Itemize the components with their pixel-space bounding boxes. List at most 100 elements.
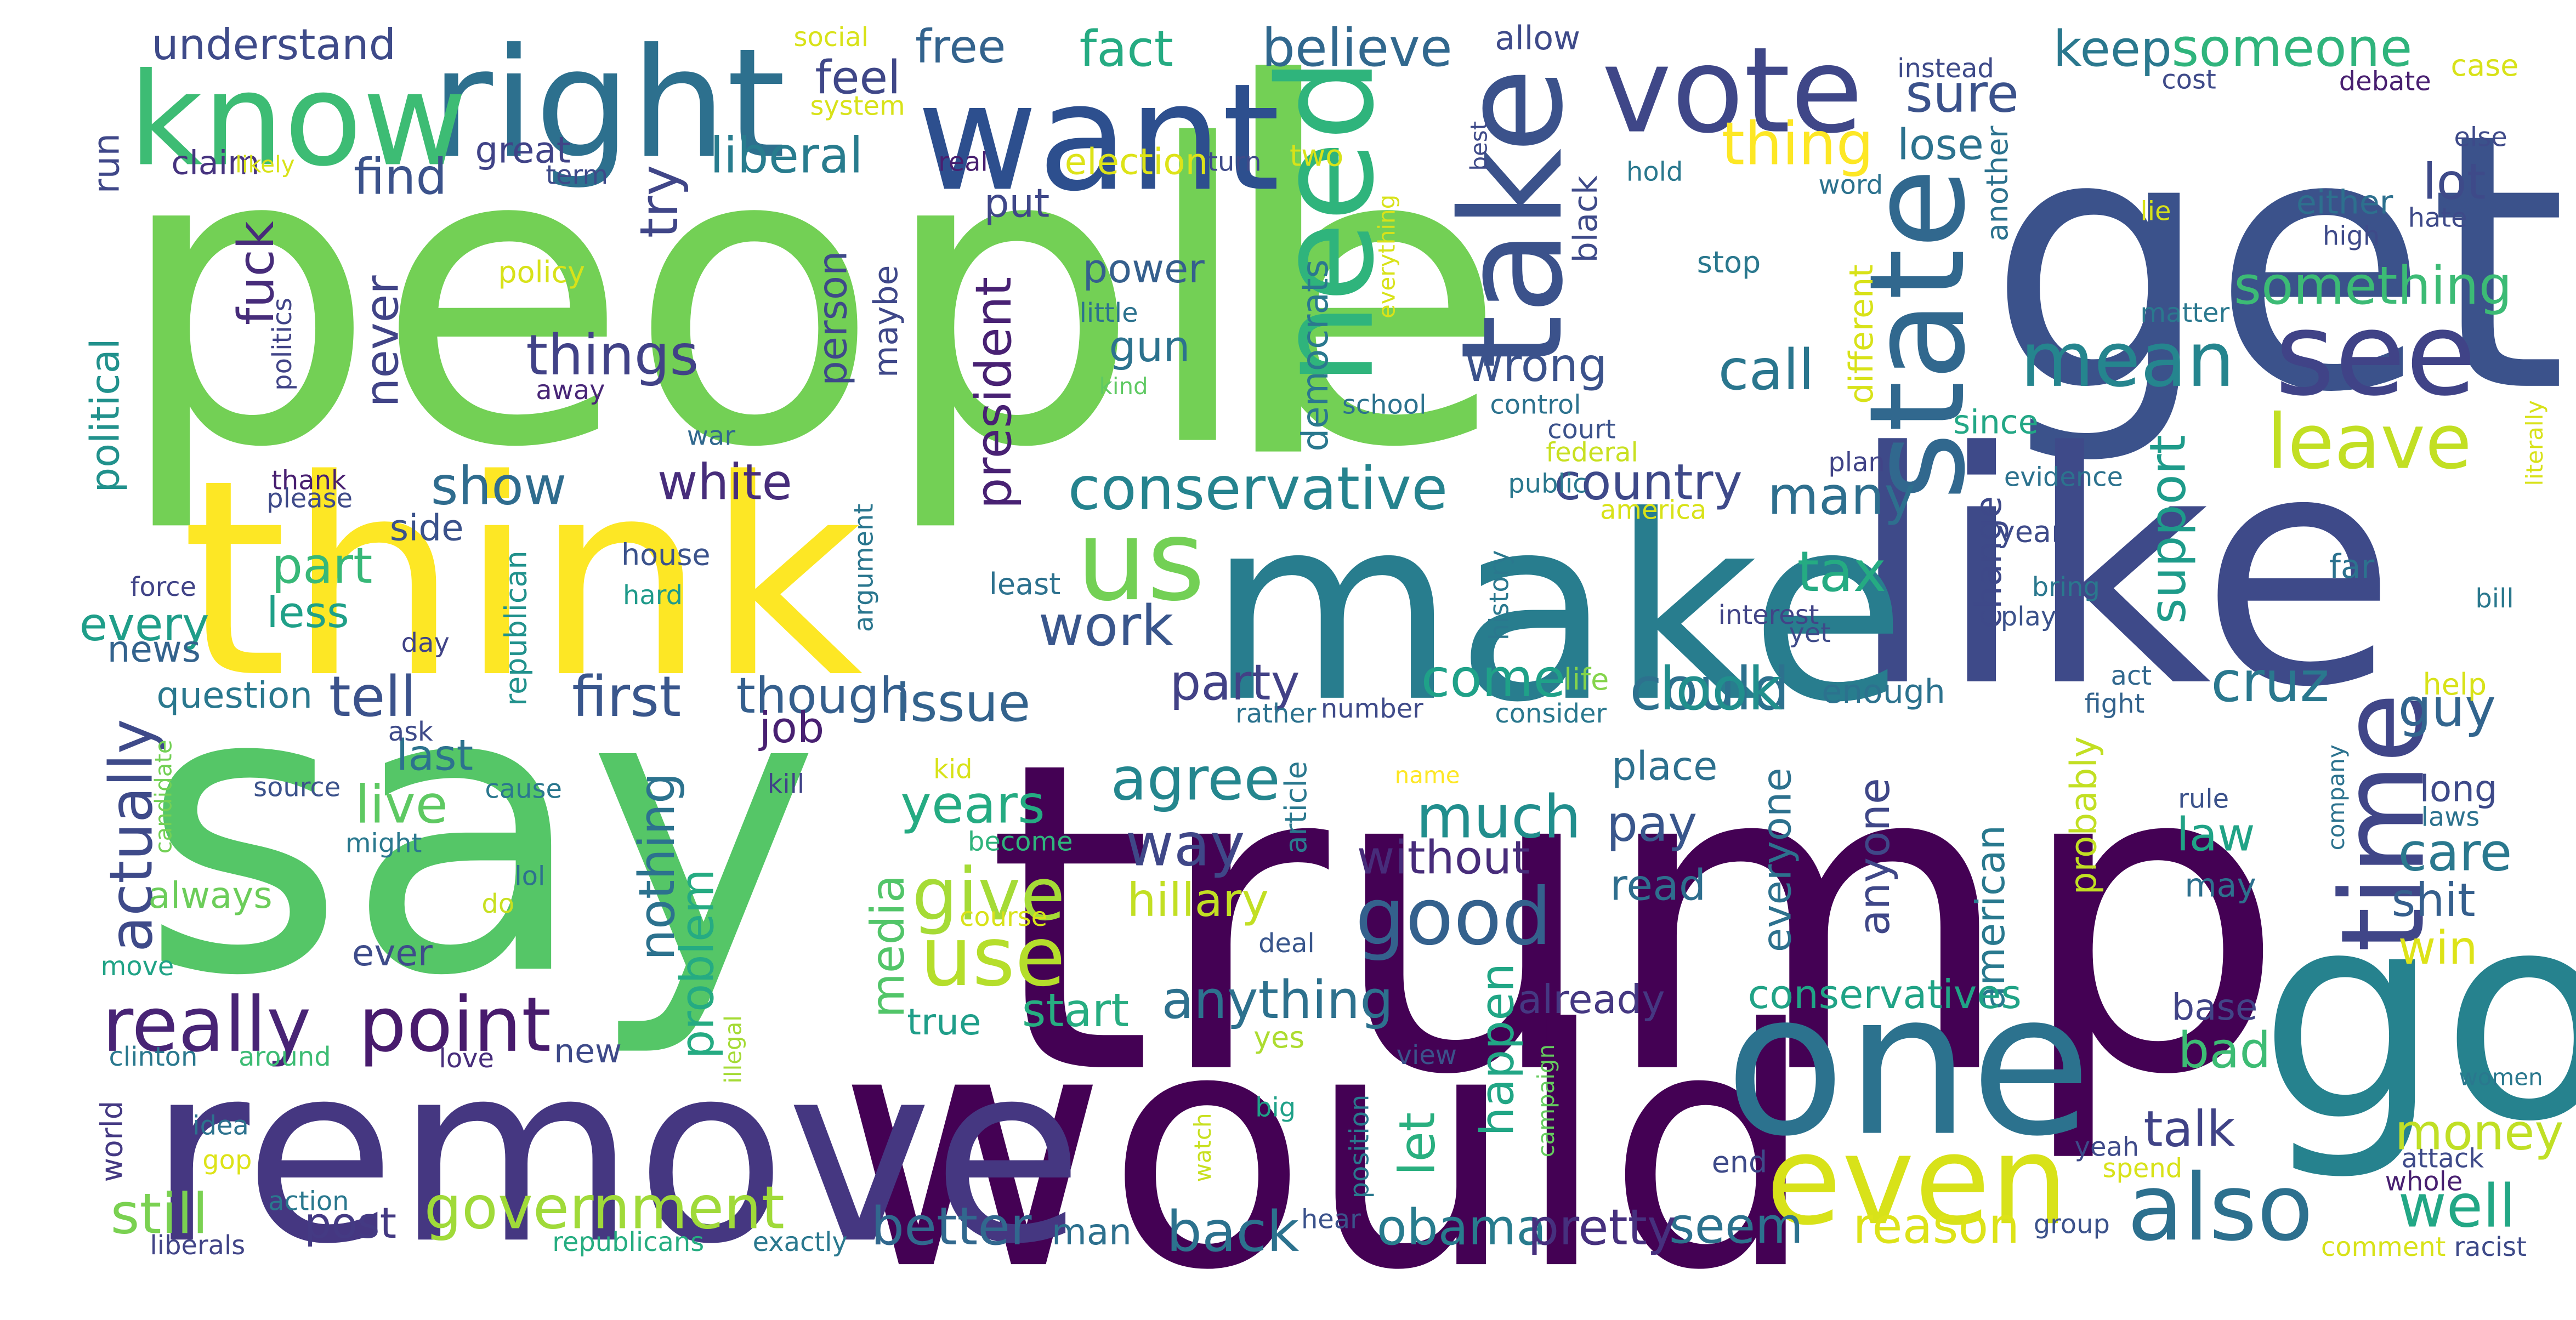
- word-call: call: [1718, 338, 1814, 403]
- word-post: post: [304, 1199, 396, 1248]
- word-talk: talk: [2143, 1101, 2235, 1158]
- word-case: case: [2450, 48, 2518, 83]
- word-come: come: [1421, 647, 1566, 709]
- word-liberal: liberal: [710, 127, 863, 184]
- word-exactly: exactly: [753, 1227, 848, 1258]
- word-away: away: [536, 375, 605, 406]
- word-article: article: [1279, 761, 1313, 854]
- word-anyone: anyone: [1850, 778, 1899, 936]
- word-true: true: [907, 1001, 981, 1043]
- word-without: without: [1357, 830, 1530, 884]
- word-get: get: [1988, 58, 2567, 469]
- word-control: control: [1490, 390, 1581, 420]
- word-gun: gun: [1109, 322, 1190, 372]
- word-way: way: [1125, 811, 1245, 879]
- word-cause: cause: [485, 775, 562, 805]
- word-matter: matter: [2140, 298, 2229, 328]
- word-instead: instead: [1897, 54, 1994, 84]
- word-many: many: [1768, 465, 1916, 526]
- word-also: also: [2127, 1154, 2313, 1261]
- word-enough: enough: [1822, 673, 1945, 711]
- word-company: company: [2323, 744, 2350, 850]
- word-put: put: [984, 180, 1049, 226]
- word-lot: lot: [2423, 153, 2486, 210]
- word-government: government: [424, 1174, 785, 1242]
- word-something: something: [2234, 255, 2512, 316]
- word-position: position: [1345, 1095, 1375, 1199]
- word-black: black: [1567, 175, 1605, 263]
- word-day: day: [401, 628, 450, 658]
- word-move: move: [101, 952, 174, 982]
- word-last: last: [396, 731, 473, 781]
- word-yet: yet: [1789, 618, 1831, 648]
- word-question: question: [156, 674, 313, 716]
- word-already: already: [1518, 976, 1665, 1022]
- word-america: america: [1600, 495, 1706, 525]
- word-feel: feel: [815, 51, 900, 105]
- word-plan: plan: [1828, 448, 1885, 478]
- word-law: law: [2176, 807, 2255, 861]
- word-liberals: liberals: [150, 1231, 245, 1261]
- word-course: course: [960, 902, 1047, 932]
- word-interest: interest: [1718, 600, 1819, 630]
- word-argument: argument: [849, 504, 879, 632]
- word-attack: attack: [2402, 1143, 2484, 1174]
- word-better: better: [871, 1196, 1032, 1257]
- word-long: long: [2420, 768, 2498, 810]
- word-year: year: [1998, 514, 2064, 549]
- word-women: women: [2459, 1064, 2543, 1091]
- word-high: high: [2323, 221, 2380, 251]
- word-give: give: [912, 853, 1065, 937]
- word-let: let: [1389, 1112, 1446, 1175]
- word-war: war: [687, 422, 736, 452]
- word-pretty: pretty: [1528, 1199, 1676, 1256]
- word-stop: stop: [1697, 245, 1761, 280]
- word-things: things: [526, 323, 699, 388]
- word-maybe: maybe: [867, 265, 905, 377]
- word-want: want: [917, 52, 1280, 224]
- word-deal: deal: [1258, 929, 1315, 959]
- word-country: country: [1554, 454, 1743, 511]
- word-remove: remove: [148, 1011, 1083, 1298]
- word-spend: spend: [2103, 1153, 2183, 1184]
- word-fight: fight: [2085, 689, 2145, 719]
- word-house: house: [621, 537, 711, 572]
- word-federal: federal: [1546, 438, 1638, 468]
- word-person: person: [809, 251, 855, 385]
- word-back: back: [1166, 1199, 1299, 1265]
- word-side: side: [390, 507, 464, 549]
- word-rather: rather: [1235, 699, 1317, 729]
- word-social: social: [793, 22, 869, 53]
- word-anything: anything: [1161, 969, 1393, 1031]
- word-become: become: [968, 827, 1073, 857]
- word-else: else: [2454, 123, 2507, 153]
- word-first: first: [572, 664, 681, 730]
- word-hillary: hillary: [1127, 873, 1269, 927]
- word-party: party: [1170, 655, 1300, 712]
- word-racist: racist: [2454, 1232, 2526, 1262]
- word-two: two: [1290, 138, 1343, 173]
- word-guy: guy: [2398, 677, 2496, 738]
- word-thing: thing: [1722, 110, 1874, 179]
- word-term: term: [546, 160, 608, 190]
- word-comment: comment: [2321, 1232, 2446, 1262]
- word-little: little: [1080, 298, 1138, 328]
- word-republican: republican: [498, 550, 533, 706]
- word-world: world: [95, 1101, 129, 1182]
- word-republicans: republicans: [552, 1227, 704, 1258]
- word-support: support: [2140, 435, 2197, 624]
- word-even: even: [1766, 1109, 2069, 1252]
- word-think: think: [181, 422, 863, 737]
- word-hard: hard: [623, 581, 683, 611]
- word-candidate: candidate: [150, 739, 177, 854]
- word-would: would: [838, 960, 1815, 1320]
- word-history: history: [1484, 550, 1514, 640]
- word-action: action: [268, 1186, 349, 1216]
- word-say: say: [140, 603, 820, 1062]
- word-like: like: [1848, 384, 2397, 757]
- word-school: school: [1342, 390, 1427, 420]
- word-never: never: [355, 275, 409, 407]
- word-president: president: [966, 277, 1023, 509]
- word-time: time: [2317, 692, 2450, 952]
- word-read: read: [1610, 861, 1706, 910]
